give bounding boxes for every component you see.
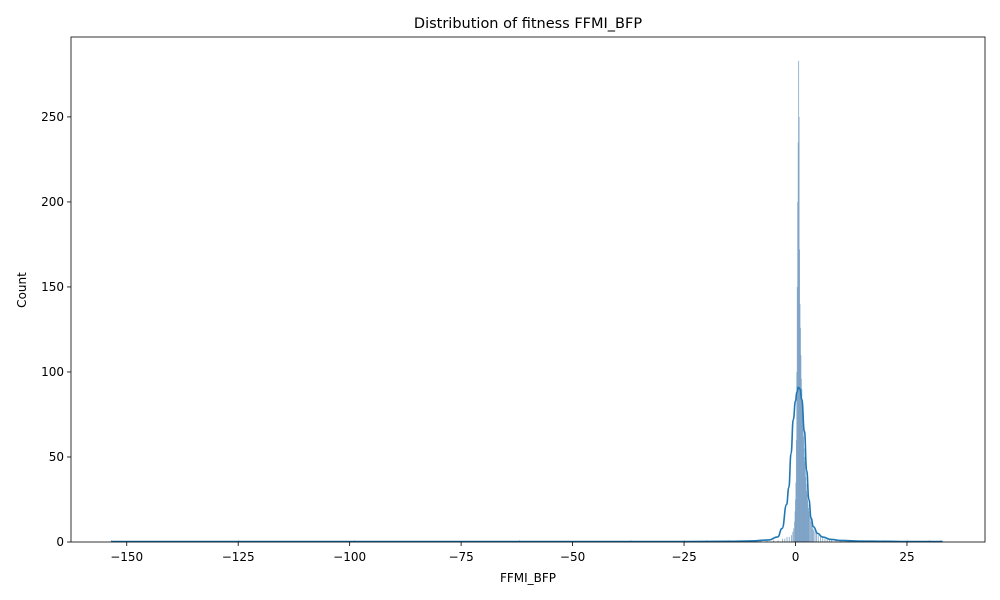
y-axis-ticks: 0 50 100 150 200 250 [41,110,71,549]
plot-frame [70,36,986,543]
x-tick-label: 25 [899,550,914,564]
histogram-bar [809,518,811,542]
histogram-bar [816,533,817,542]
histogram-bar [793,528,795,542]
histogram-bar [831,540,833,542]
histogram-bar [813,530,815,542]
histogram-bar [773,540,775,542]
histogram-bar [820,536,821,542]
y-tick-label: 100 [41,365,64,379]
x-tick-label: −100 [333,550,366,564]
histogram-bar [817,535,819,542]
histogram-bar [835,540,837,542]
histogram-bar [808,514,810,542]
histogram-bar [810,521,812,542]
x-axis-label: FFMI_BFP [500,571,556,585]
histogram-bar [811,525,813,542]
histogram-bar [766,540,768,542]
y-axis-label: Count [15,272,29,308]
y-tick-label: 50 [49,450,64,464]
histogram-bar [822,536,824,542]
histogram-bar [788,536,790,542]
x-tick-label: −150 [110,550,143,564]
histogram-bar [826,538,828,542]
histogram-bar [777,540,779,542]
histogram-bar [814,531,816,542]
histogram-bar [812,528,814,542]
y-tick-label: 250 [41,110,64,124]
x-axis-ticks: −150 −125 −100 −75 −50 −25 0 25 [110,542,915,564]
y-tick-label: 0 [56,535,64,549]
histogram-bar [784,538,786,542]
x-tick-label: −75 [448,550,473,564]
y-tick-label: 150 [41,280,64,294]
histogram-bar [824,538,826,542]
histogram-bar [792,531,794,542]
x-tick-label: −50 [560,550,585,564]
histogram-bar [828,538,830,542]
histogram-bar [782,538,784,542]
y-tick-label: 200 [41,195,64,209]
x-tick-label: −125 [222,550,255,564]
x-tick-label: 0 [792,550,800,564]
histogram-bar [786,536,788,542]
x-tick-label: −25 [671,550,696,564]
kde-line [111,386,943,543]
chart-title: Distribution of fitness FFMI_BFP [414,16,642,32]
histogram-bars [111,60,942,543]
histogram-bar [791,535,792,542]
